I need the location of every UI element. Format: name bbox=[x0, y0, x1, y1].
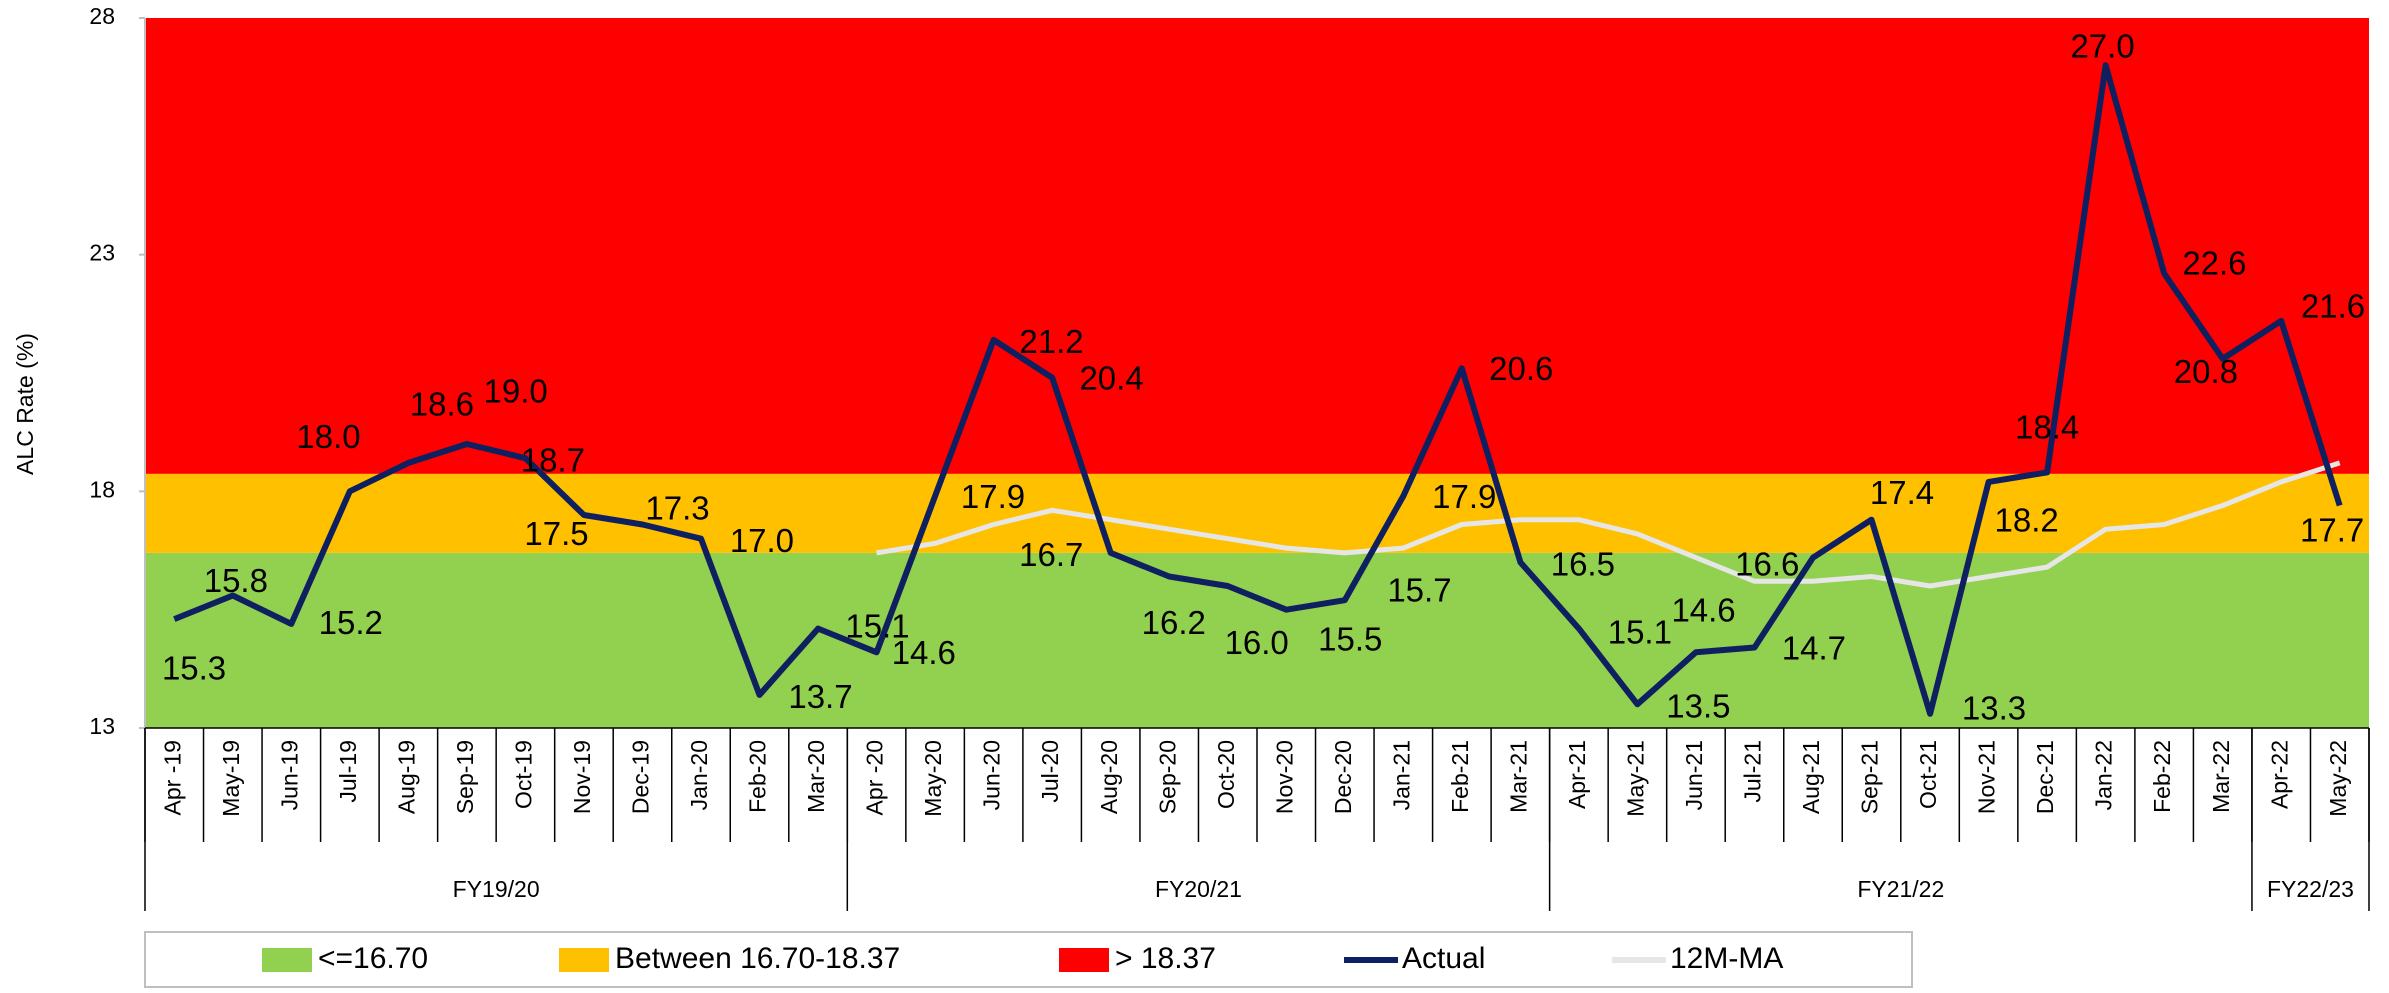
legend-label: Between 16.70-18.37 bbox=[615, 942, 900, 975]
value-label: 16.6 bbox=[1735, 545, 1799, 582]
x-tick-label: May-19 bbox=[218, 740, 244, 817]
x-tick-label: May-22 bbox=[2325, 740, 2351, 817]
x-tick-label: Feb-21 bbox=[1447, 740, 1473, 813]
x-tick-label: Mar-21 bbox=[1505, 740, 1531, 813]
value-label: 15.1 bbox=[1608, 613, 1672, 650]
x-tick-label: Aug-21 bbox=[1798, 740, 1824, 814]
x-tick-label: Jun-19 bbox=[276, 740, 302, 810]
value-label: 19.0 bbox=[484, 372, 548, 409]
x-tick-label: Nov-19 bbox=[569, 740, 595, 814]
x-tick-label: Apr-21 bbox=[1564, 740, 1590, 809]
value-label: 15.1 bbox=[845, 607, 909, 644]
value-label: 17.5 bbox=[524, 515, 588, 552]
x-tick-label: Sep-19 bbox=[452, 740, 478, 814]
value-label: 20.8 bbox=[2174, 353, 2238, 390]
series-line bbox=[173, 62, 2343, 717]
y-axis-title: ALC Rate (%) bbox=[12, 333, 38, 475]
value-label: 20.6 bbox=[1489, 350, 1553, 387]
x-tick-label: Mar-20 bbox=[803, 740, 829, 813]
value-label: 14.7 bbox=[1782, 629, 1846, 666]
x-tick-label: Oct-21 bbox=[1915, 740, 1941, 809]
y-tick-label: 28 bbox=[89, 3, 115, 29]
x-tick-label: Feb-22 bbox=[2149, 740, 2175, 813]
x-tick-label: Nov-20 bbox=[1271, 740, 1297, 814]
x-tick-label: Jun-21 bbox=[1681, 740, 1707, 810]
group-label: FY20/21 bbox=[1155, 876, 1242, 902]
x-tick-label: Aug-20 bbox=[1096, 740, 1122, 814]
value-label: 13.3 bbox=[1962, 689, 2026, 726]
legend-label: Actual bbox=[1402, 942, 1485, 975]
value-label: 22.6 bbox=[2182, 245, 2246, 282]
x-tick-label: Dec-21 bbox=[2032, 740, 2058, 814]
group-label: FY21/22 bbox=[1857, 876, 1944, 902]
group-label: FY22/23 bbox=[2267, 876, 2354, 902]
value-label: 15.3 bbox=[162, 650, 226, 687]
value-label: 14.6 bbox=[892, 634, 956, 671]
x-tick-label: Apr -20 bbox=[862, 740, 888, 815]
value-label: 15.7 bbox=[1387, 571, 1451, 608]
x-tick-label: May-20 bbox=[920, 740, 946, 817]
value-label: 18.6 bbox=[410, 385, 474, 422]
value-label: 20.4 bbox=[1079, 359, 1143, 396]
legend-label: > 18.37 bbox=[1115, 942, 1216, 975]
x-tick-label: Nov-21 bbox=[1974, 740, 2000, 814]
value-label: 15.8 bbox=[204, 562, 268, 599]
value-label: 18.0 bbox=[296, 418, 360, 455]
value-label: 16.5 bbox=[1551, 546, 1615, 583]
value-label: 16.7 bbox=[1019, 536, 1083, 573]
value-label: 21.6 bbox=[2301, 287, 2365, 324]
value-label: 18.2 bbox=[1995, 502, 2059, 539]
value-label: 27.0 bbox=[2070, 27, 2134, 64]
value-label: 14.6 bbox=[1671, 591, 1735, 628]
x-tick-label: May-21 bbox=[1622, 740, 1648, 817]
x-tick-label: Dec-20 bbox=[1330, 740, 1356, 814]
value-label: 17.0 bbox=[730, 522, 794, 559]
x-tick-label: Jan-21 bbox=[1388, 740, 1414, 810]
x-tick-label: Jul-19 bbox=[335, 740, 361, 803]
value-label: 15.2 bbox=[319, 604, 383, 641]
value-label: 13.7 bbox=[788, 678, 852, 715]
legend-label: <=16.70 bbox=[318, 942, 428, 975]
value-label: 17.4 bbox=[1870, 474, 1934, 511]
x-tick-label: Jan-20 bbox=[686, 740, 712, 810]
x-tick-label: Mar-22 bbox=[2208, 740, 2234, 813]
y-tick-label: 13 bbox=[89, 713, 115, 739]
value-label: 15.5 bbox=[1318, 620, 1382, 657]
x-tick-label: Apr-22 bbox=[2266, 740, 2292, 809]
value-label: 17.9 bbox=[1432, 478, 1496, 515]
x-tick-label: Sep-20 bbox=[1154, 740, 1180, 814]
value-label: 13.5 bbox=[1666, 688, 1730, 725]
x-tick-label: Jul-20 bbox=[1037, 740, 1063, 803]
value-label: 17.9 bbox=[961, 478, 1025, 515]
value-label: 16.0 bbox=[1225, 624, 1289, 661]
x-tick-label: Oct-20 bbox=[1213, 740, 1239, 809]
x-tick-label: Oct-19 bbox=[510, 740, 536, 809]
value-label: 18.7 bbox=[521, 441, 585, 478]
x-tick-label: Dec-19 bbox=[628, 740, 654, 814]
x-tick-label: Jun-20 bbox=[979, 740, 1005, 810]
legend-swatch bbox=[1059, 948, 1109, 972]
threshold-band bbox=[145, 473, 2369, 553]
legend-swatch bbox=[559, 948, 609, 972]
x-tick-label: Jan-22 bbox=[2091, 740, 2117, 810]
y-tick-label: 18 bbox=[89, 476, 115, 502]
threshold-band bbox=[145, 18, 2369, 474]
value-label: 17.7 bbox=[2300, 512, 2364, 549]
group-label: FY19/20 bbox=[453, 876, 540, 902]
value-label: 18.4 bbox=[2015, 408, 2079, 445]
x-tick-label: Aug-19 bbox=[393, 740, 419, 814]
x-tick-label: Feb-20 bbox=[745, 740, 771, 813]
legend-swatch bbox=[262, 948, 312, 972]
value-label: 17.3 bbox=[645, 489, 709, 526]
y-tick-label: 23 bbox=[89, 240, 115, 266]
value-label: 16.2 bbox=[1142, 604, 1206, 641]
x-tick-label: Jul-21 bbox=[1740, 740, 1766, 803]
value-label: 21.2 bbox=[1019, 323, 1083, 360]
legend-label: 12M-MA bbox=[1670, 942, 1783, 975]
threshold-band bbox=[145, 552, 2369, 728]
x-tick-label: Apr -19 bbox=[159, 740, 185, 815]
series-line bbox=[876, 460, 2341, 589]
x-tick-label: Sep-21 bbox=[1857, 740, 1883, 814]
